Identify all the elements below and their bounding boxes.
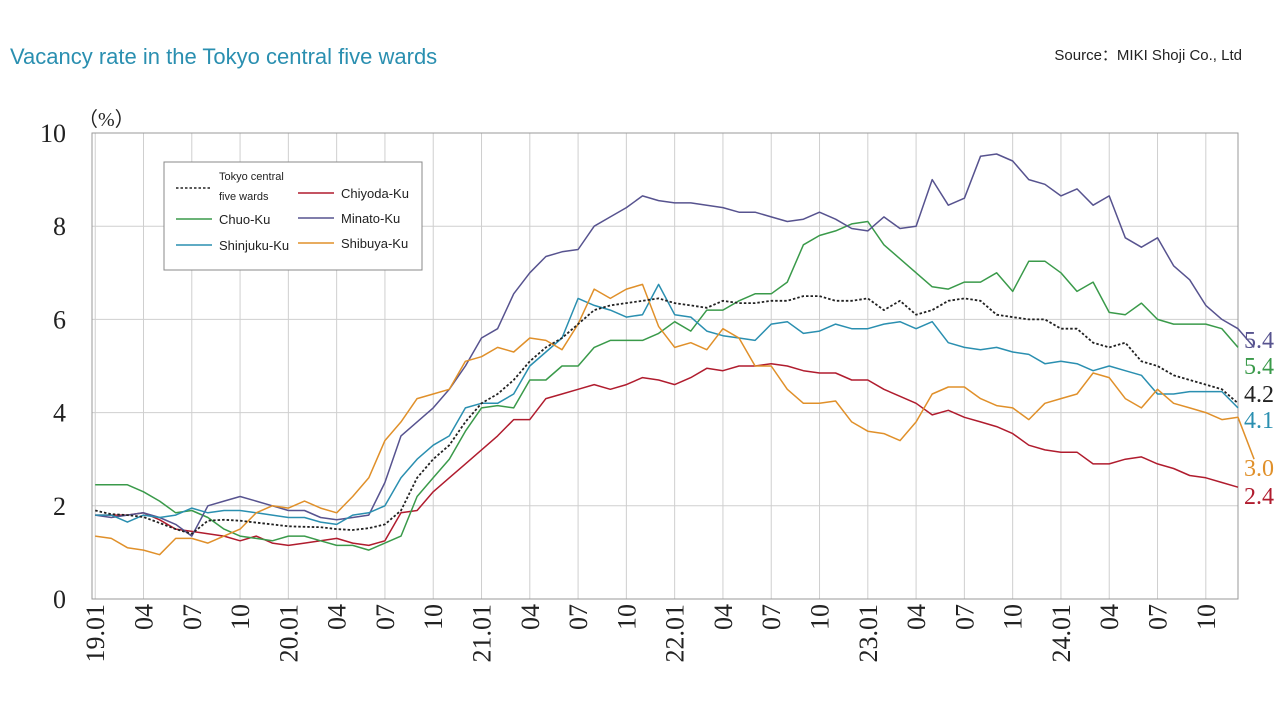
- x-axis: 19.01 04 07 10 20.01 04 07 10 21.01 04 07 10 22.01 04…: [81, 604, 1221, 663]
- x-tick-label: 07: [950, 604, 979, 630]
- y-tick-label: 4: [53, 399, 66, 428]
- series-line-minato-ku: [95, 153, 1255, 537]
- x-tick-label: 04: [709, 604, 738, 630]
- y-unit-label: （%）: [78, 108, 135, 131]
- series-line-chuo-ku: [95, 220, 1239, 551]
- x-tick-label: 07: [178, 604, 207, 630]
- y-tick-label: 0: [53, 585, 66, 614]
- series-line-shinjuku-ku: [95, 283, 1239, 526]
- x-tick-label: 20.01: [274, 604, 303, 663]
- end-value-label: 4.1: [1244, 408, 1274, 434]
- series-lines: [94, 153, 1255, 556]
- x-tick-label: 21.01: [468, 604, 497, 663]
- x-tick-label: 10: [419, 604, 448, 630]
- legend-label: Chuo-Ku: [219, 212, 270, 227]
- legend: Tokyo central five wards Chiyoda-Ku Chuo-Ku…: [163, 161, 423, 271]
- legend-label: Minato-Ku: [341, 211, 400, 226]
- x-tick-label: 24.01: [1047, 604, 1076, 663]
- y-tick-label: 6: [53, 305, 66, 334]
- x-tick-label: 04: [1095, 604, 1124, 630]
- source-note: Source：MIKI Shoji Co., Ltd: [1054, 47, 1242, 64]
- y-axis: 0 2 4 6 8 10: [40, 119, 66, 614]
- series-line-chiyoda-ku: [95, 362, 1239, 547]
- x-tick-label: 10: [1192, 604, 1221, 630]
- legend-label: Shinjuku-Ku: [219, 238, 289, 253]
- y-tick-label: 10: [40, 119, 66, 148]
- x-tick-label: 07: [757, 604, 786, 630]
- legend-label: Tokyo central: [219, 171, 284, 183]
- x-tick-label: 10: [999, 604, 1028, 630]
- x-tick-label: 10: [226, 604, 255, 630]
- legend-label: Chiyoda-Ku: [341, 186, 409, 201]
- x-tick-label: 07: [564, 604, 593, 630]
- chart-title: Vacancy rate in the Tokyo central five w…: [10, 44, 438, 69]
- y-tick-label: 8: [53, 212, 66, 241]
- legend-label: Shibuya-Ku: [341, 236, 408, 251]
- end-value-label: 5.4: [1244, 354, 1274, 380]
- x-tick-label: 04: [130, 604, 159, 630]
- legend-label: five wards: [219, 191, 269, 203]
- x-tick-label: 04: [516, 604, 545, 630]
- legend-box: [163, 161, 423, 271]
- x-tick-label: 19.01: [81, 604, 110, 663]
- x-tick-label: 04: [902, 604, 931, 630]
- y-tick-label: 2: [53, 492, 66, 521]
- end-value-label: 5.4: [1244, 328, 1274, 354]
- end-labels: 4.2 2.4 5.45.4 4.1 3.0: [1244, 328, 1274, 510]
- x-tick-label: 07: [371, 604, 400, 630]
- end-value-label: 2.4: [1244, 484, 1274, 510]
- series-line-tokyo-central-five-wards: [94, 295, 1239, 535]
- plot-frame: [91, 132, 1239, 600]
- x-tick-label: 07: [1144, 604, 1173, 630]
- end-value-label: 3.0: [1244, 456, 1274, 482]
- x-tick-label: 10: [612, 604, 641, 630]
- x-tick-label: 22.01: [661, 604, 690, 663]
- end-value-label: 4.2: [1244, 382, 1274, 408]
- x-tick-label: 04: [323, 604, 352, 630]
- series-line-shibuya-ku: [95, 283, 1255, 556]
- x-tick-label: 10: [806, 604, 835, 630]
- x-tick-label: 23.01: [854, 604, 883, 663]
